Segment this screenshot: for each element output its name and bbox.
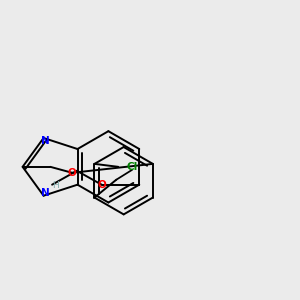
Text: N: N — [41, 188, 50, 198]
Text: N: N — [41, 136, 50, 146]
Text: O: O — [68, 168, 76, 178]
Text: Cl: Cl — [126, 162, 137, 172]
Text: O: O — [97, 180, 106, 190]
Text: H: H — [52, 181, 59, 190]
